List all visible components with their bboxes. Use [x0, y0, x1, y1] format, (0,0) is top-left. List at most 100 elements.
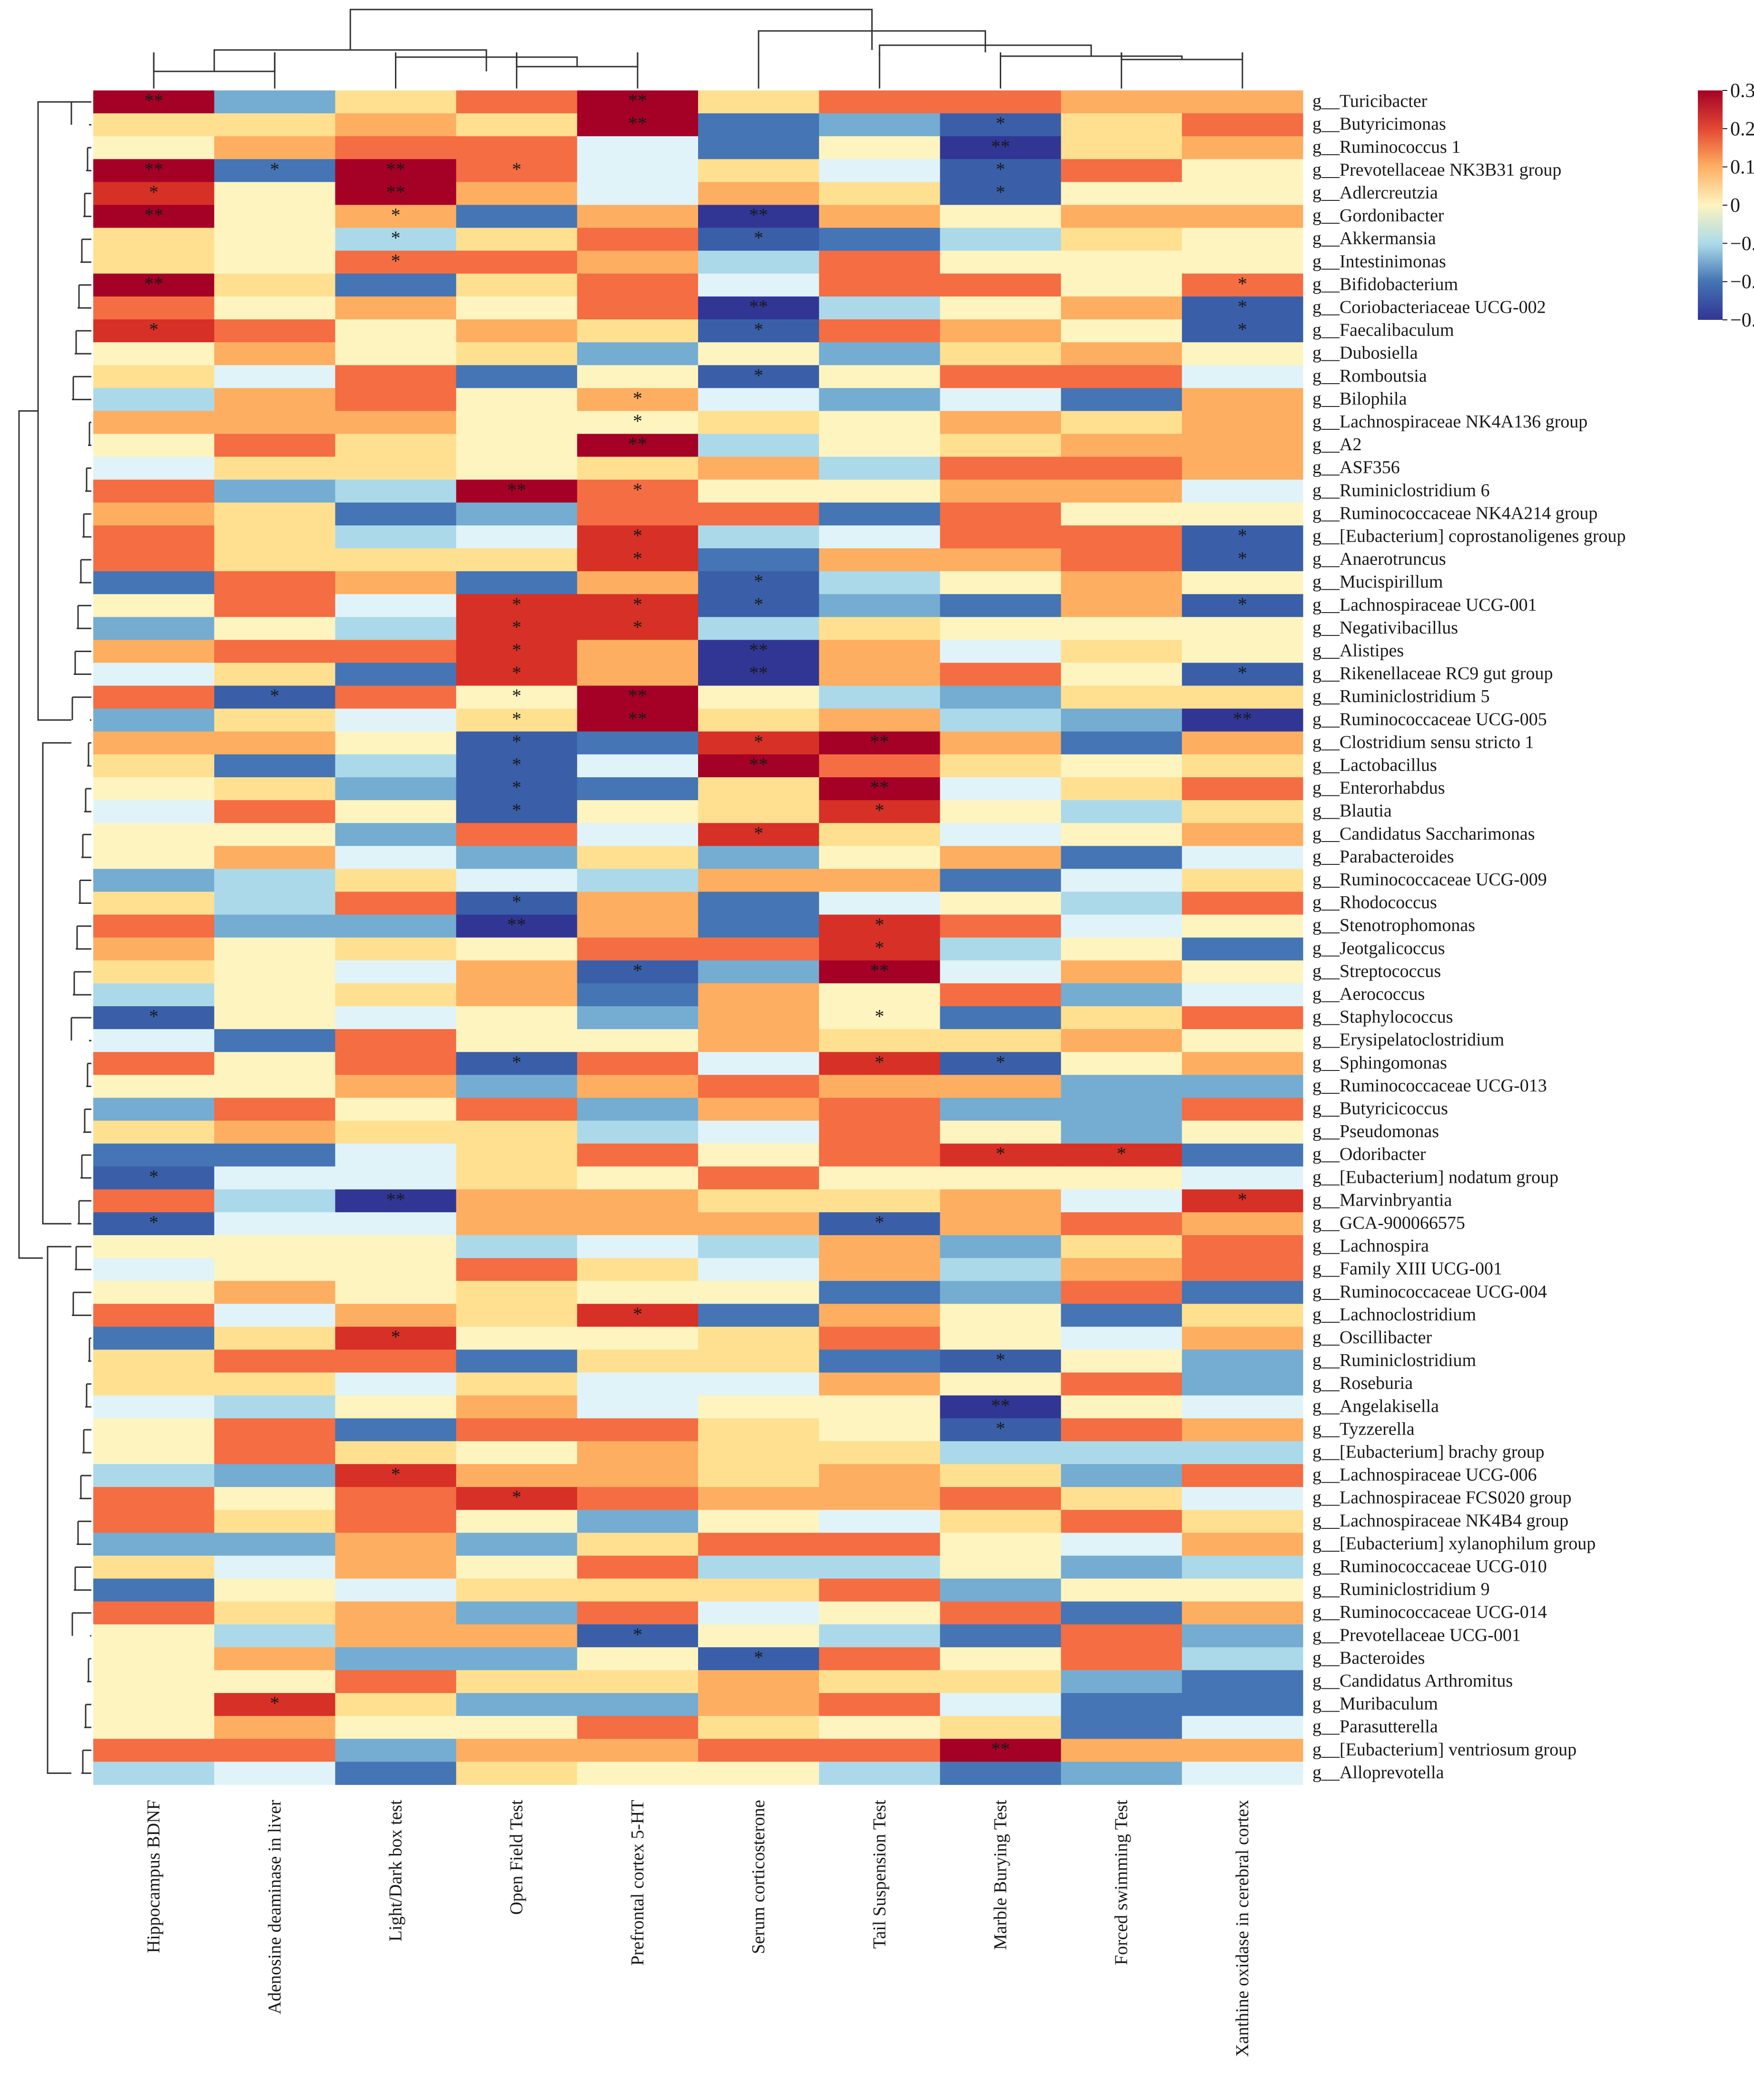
row-label: g__Alloprevotella — [1312, 1763, 1444, 1783]
heatmap-cell — [698, 1281, 819, 1304]
heatmap-cell — [698, 594, 819, 617]
significance-star: * — [1238, 662, 1247, 683]
heatmap-cell — [1061, 823, 1182, 846]
heatmap-cell — [577, 617, 699, 640]
legend-tick-label: −0.1 — [1730, 233, 1754, 255]
heatmap-cell — [335, 456, 457, 480]
row-label: g__Angelakisella — [1312, 1396, 1439, 1416]
column-label: Tail Suspension Test — [869, 1800, 889, 1949]
heatmap-cell — [335, 1762, 457, 1785]
heatmap-cell — [940, 1281, 1062, 1304]
heatmap-cell — [1061, 914, 1182, 938]
significance-star: ** — [628, 433, 647, 455]
heatmap-cell — [698, 685, 819, 709]
heatmap-cell — [93, 1120, 215, 1144]
heatmap-cell — [819, 273, 940, 297]
heatmap-cell — [577, 1533, 699, 1556]
heatmap-cell — [335, 525, 457, 549]
heatmap-cell — [1061, 1327, 1182, 1350]
heatmap-cell — [93, 1578, 215, 1602]
heatmap-cell — [819, 228, 940, 251]
heatmap-cell — [577, 1510, 699, 1533]
heatmap-cell — [93, 1052, 215, 1075]
heatmap-cell — [1061, 90, 1182, 114]
significance-star: * — [633, 1303, 642, 1325]
heatmap-cell — [819, 914, 940, 938]
significance-star: * — [633, 410, 642, 432]
significance-star: ** — [749, 754, 768, 775]
heatmap-cell — [1061, 502, 1182, 526]
heatmap-cell — [1061, 1372, 1182, 1396]
row-label: g__Marvinbryantia — [1312, 1190, 1452, 1210]
heatmap-cell — [819, 456, 940, 480]
row-label: g__Ruminococcaceae UCG-009 — [1312, 870, 1547, 890]
heatmap-cell — [940, 1143, 1062, 1167]
column-label: Xanthine oxidase in cerebral cortex — [1232, 1800, 1252, 2057]
heatmap-cell — [1061, 136, 1182, 159]
heatmap-cell — [819, 1075, 940, 1098]
heatmap-cell — [819, 846, 940, 869]
heatmap-cell — [698, 365, 819, 388]
heatmap-cell — [214, 1349, 335, 1373]
significance-star: ** — [628, 113, 647, 134]
significance-star: ** — [144, 90, 163, 111]
heatmap-cell — [698, 1304, 819, 1327]
heatmap-cell — [1061, 434, 1182, 457]
heatmap-cell — [577, 159, 699, 182]
heatmap-cell — [1182, 1578, 1303, 1602]
heatmap-cell — [577, 869, 699, 892]
heatmap-cell — [1182, 594, 1303, 617]
heatmap-cell — [214, 1670, 335, 1694]
heatmap-cell — [214, 594, 335, 617]
heatmap-cell — [335, 90, 457, 114]
heatmap-cell — [214, 1510, 335, 1533]
heatmap-cell — [819, 1281, 940, 1304]
heatmap-cell — [214, 731, 335, 755]
heatmap-cell — [214, 1624, 335, 1648]
heatmap-cell — [456, 846, 578, 869]
row-label: g__Aerococcus — [1312, 984, 1425, 1004]
heatmap-cell — [1182, 571, 1303, 594]
heatmap-cell — [93, 525, 215, 549]
row-label: g__Lachnospiraceae NK4B4 group — [1312, 1511, 1568, 1531]
heatmap-cell — [335, 1235, 457, 1258]
heatmap-cell — [335, 1739, 457, 1762]
heatmap-cell — [698, 1647, 819, 1671]
heatmap-cell — [698, 1327, 819, 1350]
heatmap-cell — [214, 960, 335, 984]
heatmap-cell — [819, 159, 940, 182]
heatmap-cell — [335, 1395, 457, 1419]
row-label: g__Lachnospiraceae FCS020 group — [1312, 1488, 1572, 1508]
heatmap-cell — [940, 708, 1062, 732]
heatmap-cell — [698, 1624, 819, 1648]
heatmap-cell — [214, 1601, 335, 1625]
significance-star: ** — [991, 1738, 1010, 1760]
heatmap-cell — [577, 1372, 699, 1396]
significance-star: * — [149, 1166, 158, 1187]
heatmap-cell — [93, 1647, 215, 1671]
heatmap-cell — [335, 594, 457, 617]
heatmap-cell — [335, 869, 457, 892]
heatmap-cell — [698, 319, 819, 343]
heatmap-cell — [698, 90, 819, 114]
significance-star: * — [633, 387, 642, 409]
heatmap-cell — [577, 914, 699, 938]
heatmap-cell — [214, 1098, 335, 1121]
heatmap-cell — [577, 365, 699, 388]
heatmap-cell — [698, 1487, 819, 1510]
significance-star: * — [391, 204, 401, 226]
legend-ticks: 0.3 0.2 0.1 0 −0.1 −0.2 −0.3 — [1723, 80, 1754, 331]
significance-star: * — [996, 1051, 1005, 1073]
heatmap-cell — [1182, 754, 1303, 778]
heatmap-cell — [940, 273, 1062, 297]
heatmap-cell — [456, 663, 578, 686]
heatmap-cell — [214, 159, 335, 182]
heatmap-cell — [1061, 1304, 1182, 1327]
heatmap-cell — [1061, 617, 1182, 640]
heatmap-cell — [940, 228, 1062, 251]
heatmap-cell — [1061, 1166, 1182, 1190]
significance-star: * — [875, 800, 884, 821]
heatmap-cell — [1061, 1739, 1182, 1762]
heatmap-cell — [456, 937, 578, 961]
column-label: Open Field Test — [507, 1800, 527, 1915]
